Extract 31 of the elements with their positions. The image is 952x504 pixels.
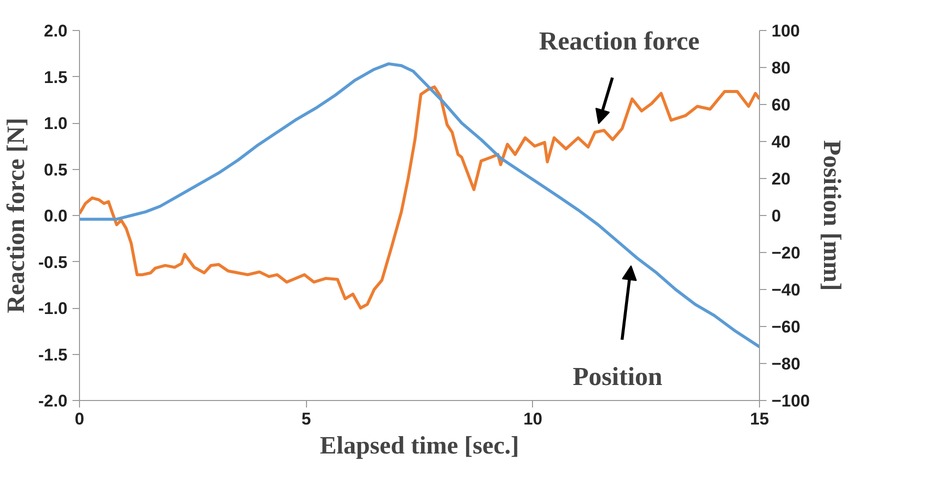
y2-tick-label: 20 [772,170,790,188]
y2-tick-label: −20 [772,244,800,262]
y-tick-label: -2.0 [38,392,68,410]
y2-tick-label: −80 [772,354,800,374]
x-axis-title: Elapsed time [sec.] [320,432,520,460]
x-tick-label: 10 [523,410,542,428]
y-tick-label: 1.0 [44,114,68,133]
y-tick-label: -1.0 [38,299,68,318]
y-tick-label: -1.5 [38,345,68,364]
y2-tick-label: 40 [772,132,790,152]
line-series [80,85,760,310]
y2-tick-label: −100 [772,392,810,410]
x-tick-label: 5 [301,410,311,428]
y-tick-label: 2.0 [44,22,68,40]
y-tick-label: 0.0 [44,206,68,226]
y2-axis-title: Position [mm] [818,140,845,291]
y2-tick-label: 0 [772,206,781,226]
annotation: Position [572,362,663,391]
y-tick-label: 0.5 [44,160,68,180]
y2-tick-label: −60 [772,318,800,336]
y-axis-title: Reaction force [N] [3,118,30,314]
x-tick-label: 0 [74,410,84,428]
y-tick-label: 1.5 [44,68,68,87]
y-tick-label: -0.5 [38,252,68,272]
y2-tick-label: 80 [772,58,790,78]
y2-tick-label: −40 [772,280,800,300]
annotation: Reaction force [539,26,700,56]
y2-tick-label: 60 [772,96,790,114]
x-tick-label: 15 [750,410,769,428]
line-series [80,62,760,348]
y2-tick-label: 100 [772,22,800,40]
